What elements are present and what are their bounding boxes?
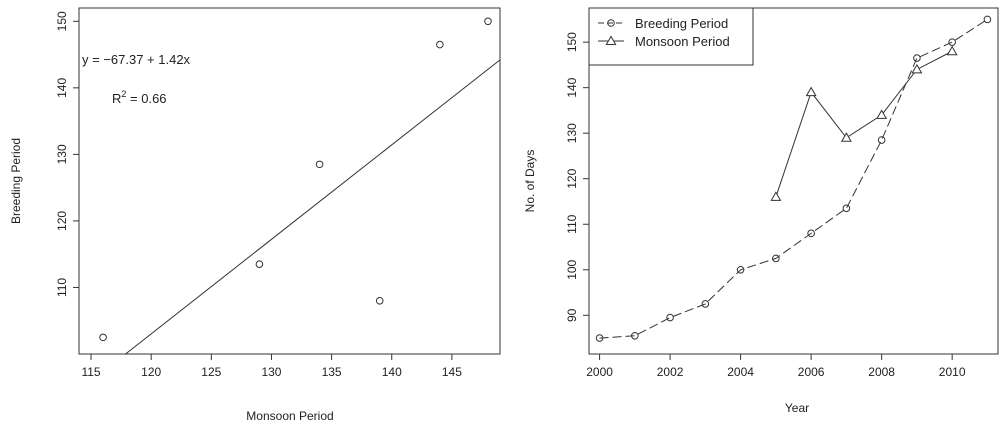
y-tick-label: 150 bbox=[55, 11, 69, 31]
breeding-period-point bbox=[842, 204, 851, 213]
breeding-period-point bbox=[948, 38, 956, 46]
x-tick-label: 115 bbox=[81, 365, 100, 379]
y-tick-label: 130 bbox=[565, 123, 579, 143]
y-tick-label: 150 bbox=[565, 32, 579, 52]
scatter-y-axis-label: Breeding Period bbox=[9, 138, 23, 224]
y-tick-label: 110 bbox=[565, 214, 579, 233]
x-tick-label: 2004 bbox=[727, 365, 754, 379]
x-tick-label: 145 bbox=[442, 365, 462, 379]
legend-label: Breeding Period bbox=[635, 16, 728, 31]
r2-label-letter: R bbox=[112, 91, 121, 106]
scatter-panel: 115 120 125 130 135 140 145 110 120 130 140 150 y =… bbox=[9, 7, 501, 423]
x-tick-label: 120 bbox=[141, 365, 161, 379]
y-tick-label: 130 bbox=[55, 144, 69, 164]
breeding-period-point bbox=[595, 334, 604, 342]
r2-label-superscript: 2 bbox=[121, 89, 126, 99]
breeding-period-point bbox=[736, 265, 745, 274]
breeding-period-point bbox=[913, 54, 921, 62]
monsoon-period-point bbox=[911, 63, 923, 74]
breeding-period-point bbox=[877, 136, 886, 144]
timeseries-panel: 2000 2002 2004 2006 2008 2010 90 100 110 120 130 14… bbox=[523, 7, 999, 415]
x-tick-label: 2008 bbox=[868, 365, 895, 379]
breeding-period-line bbox=[599, 18, 988, 339]
monsoon-period-line bbox=[775, 50, 953, 198]
legend: Breeding Period Monsoon Period bbox=[588, 7, 754, 66]
scatter-point bbox=[484, 17, 492, 26]
legend-entries: Breeding Period Monsoon Period bbox=[598, 16, 730, 49]
scatter-point bbox=[436, 40, 444, 49]
scatter-r2-label: R2 = 0.66 bbox=[112, 89, 167, 106]
scatter-point bbox=[315, 160, 324, 169]
scatter-point bbox=[255, 260, 264, 268]
legend-circle-marker bbox=[607, 19, 615, 27]
monsoon-period-point bbox=[770, 191, 782, 201]
r2-label-value: = 0.66 bbox=[126, 91, 166, 106]
timeseries-x-axis-label: Year bbox=[785, 401, 809, 415]
x-tick-label: 2006 bbox=[798, 365, 825, 379]
x-tick-label: 125 bbox=[201, 365, 221, 379]
x-tick-label: 2000 bbox=[586, 365, 613, 379]
legend-box bbox=[588, 7, 754, 66]
timeseries-y-axis-label: No. of Days bbox=[523, 150, 537, 213]
x-tick-label: 2002 bbox=[657, 365, 684, 379]
breeding-period-point bbox=[666, 313, 674, 322]
scatter-point bbox=[375, 296, 384, 305]
x-tick-label: 135 bbox=[322, 365, 342, 379]
scatter-equation-label: y = −67.37 + 1.42x bbox=[82, 52, 191, 67]
scatter-x-axis-label: Monsoon Period bbox=[246, 409, 333, 423]
breeding-period-point bbox=[807, 229, 815, 238]
legend-triangle-marker bbox=[605, 35, 617, 45]
scatter-plot-frame bbox=[78, 7, 501, 355]
y-tick-label: 100 bbox=[565, 259, 579, 279]
y-tick-label: 120 bbox=[565, 168, 579, 188]
x-tick-label: 140 bbox=[382, 365, 402, 379]
monsoon-period-point bbox=[805, 86, 817, 97]
regression-line bbox=[125, 59, 501, 355]
y-tick-label: 110 bbox=[55, 278, 69, 297]
breeding-period-point bbox=[631, 331, 639, 340]
legend-label: Monsoon Period bbox=[635, 34, 730, 49]
breeding-period-point bbox=[772, 254, 780, 263]
y-tick-label: 140 bbox=[565, 77, 579, 97]
y-tick-label: 120 bbox=[55, 211, 69, 231]
timeseries-plot-content: 2000 2002 2004 2006 2008 2010 90 100 110 120 130 14… bbox=[565, 15, 992, 379]
monsoon-period-point bbox=[876, 109, 888, 119]
y-tick-label: 90 bbox=[565, 308, 579, 322]
monsoon-period-point bbox=[946, 45, 958, 56]
y-tick-label: 140 bbox=[55, 78, 69, 98]
x-tick-label: 130 bbox=[261, 365, 281, 379]
monsoon-period-point bbox=[840, 132, 852, 142]
timeseries-plot-frame bbox=[588, 7, 999, 355]
scatter-plot-content: 115 120 125 130 135 140 145 110 120 130 140 150 bbox=[55, 11, 501, 379]
scatter-point bbox=[99, 333, 107, 342]
x-tick-label: 2010 bbox=[939, 365, 966, 379]
breeding-period-point bbox=[983, 15, 992, 24]
breeding-period-point bbox=[701, 300, 710, 308]
